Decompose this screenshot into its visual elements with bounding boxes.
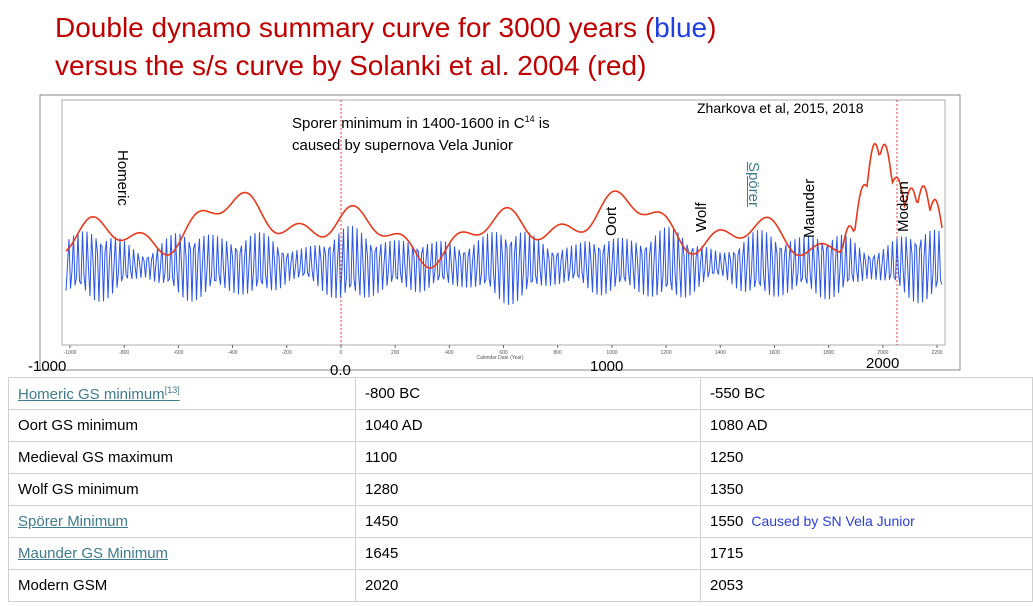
row: Maunder GS Minimum 1645 1715 bbox=[8, 537, 1033, 570]
table: Homeric GS minimum[13] -800 BC -550 BC Oort… bbox=[8, 377, 1033, 602]
label: Spörer bbox=[745, 162, 762, 208]
cell-text: 1450 bbox=[365, 513, 399, 530]
x-tick-label: 2000 bbox=[877, 350, 888, 356]
cell: 1040 AD bbox=[355, 409, 701, 442]
x-tick-label: -200 bbox=[282, 350, 292, 356]
title-line-1: Double dynamo summary curve for 3000 yea… bbox=[55, 12, 716, 44]
x-axis-title: Calendar Date (Year) bbox=[476, 355, 523, 361]
cell-text: Medieval GS maximum bbox=[18, 449, 174, 466]
cell: Oort GS minimum bbox=[8, 409, 356, 442]
cell: 1080 AD bbox=[700, 409, 1033, 442]
label: Oort bbox=[603, 206, 620, 236]
title-blue: blue bbox=[654, 12, 708, 43]
x-tick-label: 800 bbox=[554, 350, 563, 356]
cell: 1280 bbox=[355, 473, 701, 506]
cell-text: 1645 bbox=[365, 545, 399, 562]
cell: Maunder GS Minimum bbox=[8, 537, 356, 570]
figure-frame bbox=[39, 94, 961, 371]
cell-text: -550 BC bbox=[710, 385, 766, 402]
cell: Wolf GS minimum bbox=[8, 473, 356, 506]
cell: 1550 Caused by SN Vela Junior bbox=[700, 505, 1033, 538]
title-text: ) bbox=[707, 12, 717, 43]
cell-text: 1350 bbox=[710, 481, 744, 498]
cell: 1645 bbox=[355, 537, 701, 570]
link[interactable]: Maunder GS Minimum bbox=[18, 545, 169, 562]
cell: Modern GSM bbox=[8, 569, 356, 602]
cell-text: 2020 bbox=[365, 577, 399, 594]
cell-text: -800 BC bbox=[365, 385, 421, 402]
note-text: Sporer minimum in 1400-1600 in C bbox=[292, 115, 525, 132]
cell: Spörer Minimum bbox=[8, 505, 356, 538]
cell-text: Oort GS minimum bbox=[18, 417, 139, 434]
label: Maunder bbox=[801, 178, 818, 238]
row: Modern GSM 2020 2053 bbox=[8, 569, 1033, 602]
x-tick-label: 200 bbox=[391, 350, 400, 356]
row: Homeric GS minimum[13] -800 BC -550 BC bbox=[8, 377, 1033, 410]
note: Caused by SN Vela Junior bbox=[751, 513, 915, 529]
title-text: Double dynamo summary curve for 3000 yea… bbox=[55, 12, 655, 43]
note-sup: 14 bbox=[524, 114, 535, 124]
cell-text: Wolf GS minimum bbox=[18, 481, 139, 498]
x-tick-label: 0 bbox=[340, 350, 343, 356]
row: Spörer Minimum 1450 1550 Caused by SN Vela … bbox=[8, 505, 1033, 538]
x-tick-label: 1200 bbox=[661, 350, 672, 356]
cell: 2020 bbox=[355, 569, 701, 602]
x-tick-label: -800 bbox=[119, 350, 129, 356]
cell-text: 1040 AD bbox=[365, 417, 423, 434]
cell: 2053 bbox=[700, 569, 1033, 602]
label: Homeric bbox=[114, 150, 131, 206]
x-tick-label: 1800 bbox=[823, 350, 834, 356]
cell-text: 1250 bbox=[710, 449, 744, 466]
cell-text: 2053 bbox=[710, 577, 744, 594]
big-tick: 0.0 bbox=[330, 362, 351, 379]
big-tick: 2000 bbox=[866, 355, 900, 372]
row: Medieval GS maximum 1100 1250 bbox=[8, 441, 1033, 474]
x-tick-label: 1600 bbox=[769, 350, 780, 356]
cell-text: Modern GSM bbox=[18, 577, 108, 594]
cell: Homeric GS minimum[13] bbox=[8, 377, 356, 410]
title-line-2: versus the s/s curve by Solanki et al. 2… bbox=[55, 50, 647, 81]
x-tick-label: 600 bbox=[499, 350, 508, 356]
cell: 1450 bbox=[355, 505, 701, 538]
note-text: is bbox=[534, 115, 550, 132]
cell-text: 1280 bbox=[365, 481, 399, 498]
cell-text: 1715 bbox=[710, 545, 744, 562]
cell: 1100 bbox=[355, 441, 701, 474]
x-tick-label: -1000 bbox=[64, 350, 77, 356]
cell: 1715 bbox=[700, 537, 1033, 570]
reference: [13] bbox=[164, 384, 180, 395]
cell: 1250 bbox=[700, 441, 1033, 474]
row: Wolf GS minimum 1280 1350 bbox=[8, 473, 1033, 506]
red-curve bbox=[65, 142, 943, 269]
cell: -550 BC bbox=[700, 377, 1033, 410]
x-tick-label: -600 bbox=[173, 350, 183, 356]
label: Modern bbox=[895, 181, 912, 232]
x-tick-label: 400 bbox=[445, 350, 454, 356]
cell-text: 1550 bbox=[710, 513, 744, 530]
link[interactable]: Homeric GS minimum[13] bbox=[18, 384, 180, 403]
note: Sporer minimum in 1400-1600 in C14 is cau… bbox=[292, 108, 550, 157]
label: Wolf bbox=[693, 202, 710, 232]
note-text: caused by supernova Vela Junior bbox=[292, 137, 513, 154]
x-tick-label: 1400 bbox=[715, 350, 726, 356]
big-tick: -1000 bbox=[28, 358, 67, 375]
cell: -800 BC bbox=[355, 377, 701, 410]
cell-text: 1100 bbox=[365, 449, 398, 466]
big-tick: 1000 bbox=[590, 358, 624, 375]
cell: 1350 bbox=[700, 473, 1033, 506]
x-tick-label: 2200 bbox=[931, 350, 942, 356]
row: Oort GS minimum 1040 AD 1080 AD bbox=[8, 409, 1033, 442]
cell-text: 1080 AD bbox=[710, 417, 768, 434]
x-tick-label: 1000 bbox=[606, 350, 617, 356]
link[interactable]: Spörer Minimum bbox=[18, 513, 129, 530]
x-tick-label: -400 bbox=[228, 350, 238, 356]
blue-curve bbox=[65, 225, 943, 305]
cell: Medieval GS maximum bbox=[8, 441, 356, 474]
credit: Zharkova et al, 2015, 2018 bbox=[697, 100, 864, 116]
